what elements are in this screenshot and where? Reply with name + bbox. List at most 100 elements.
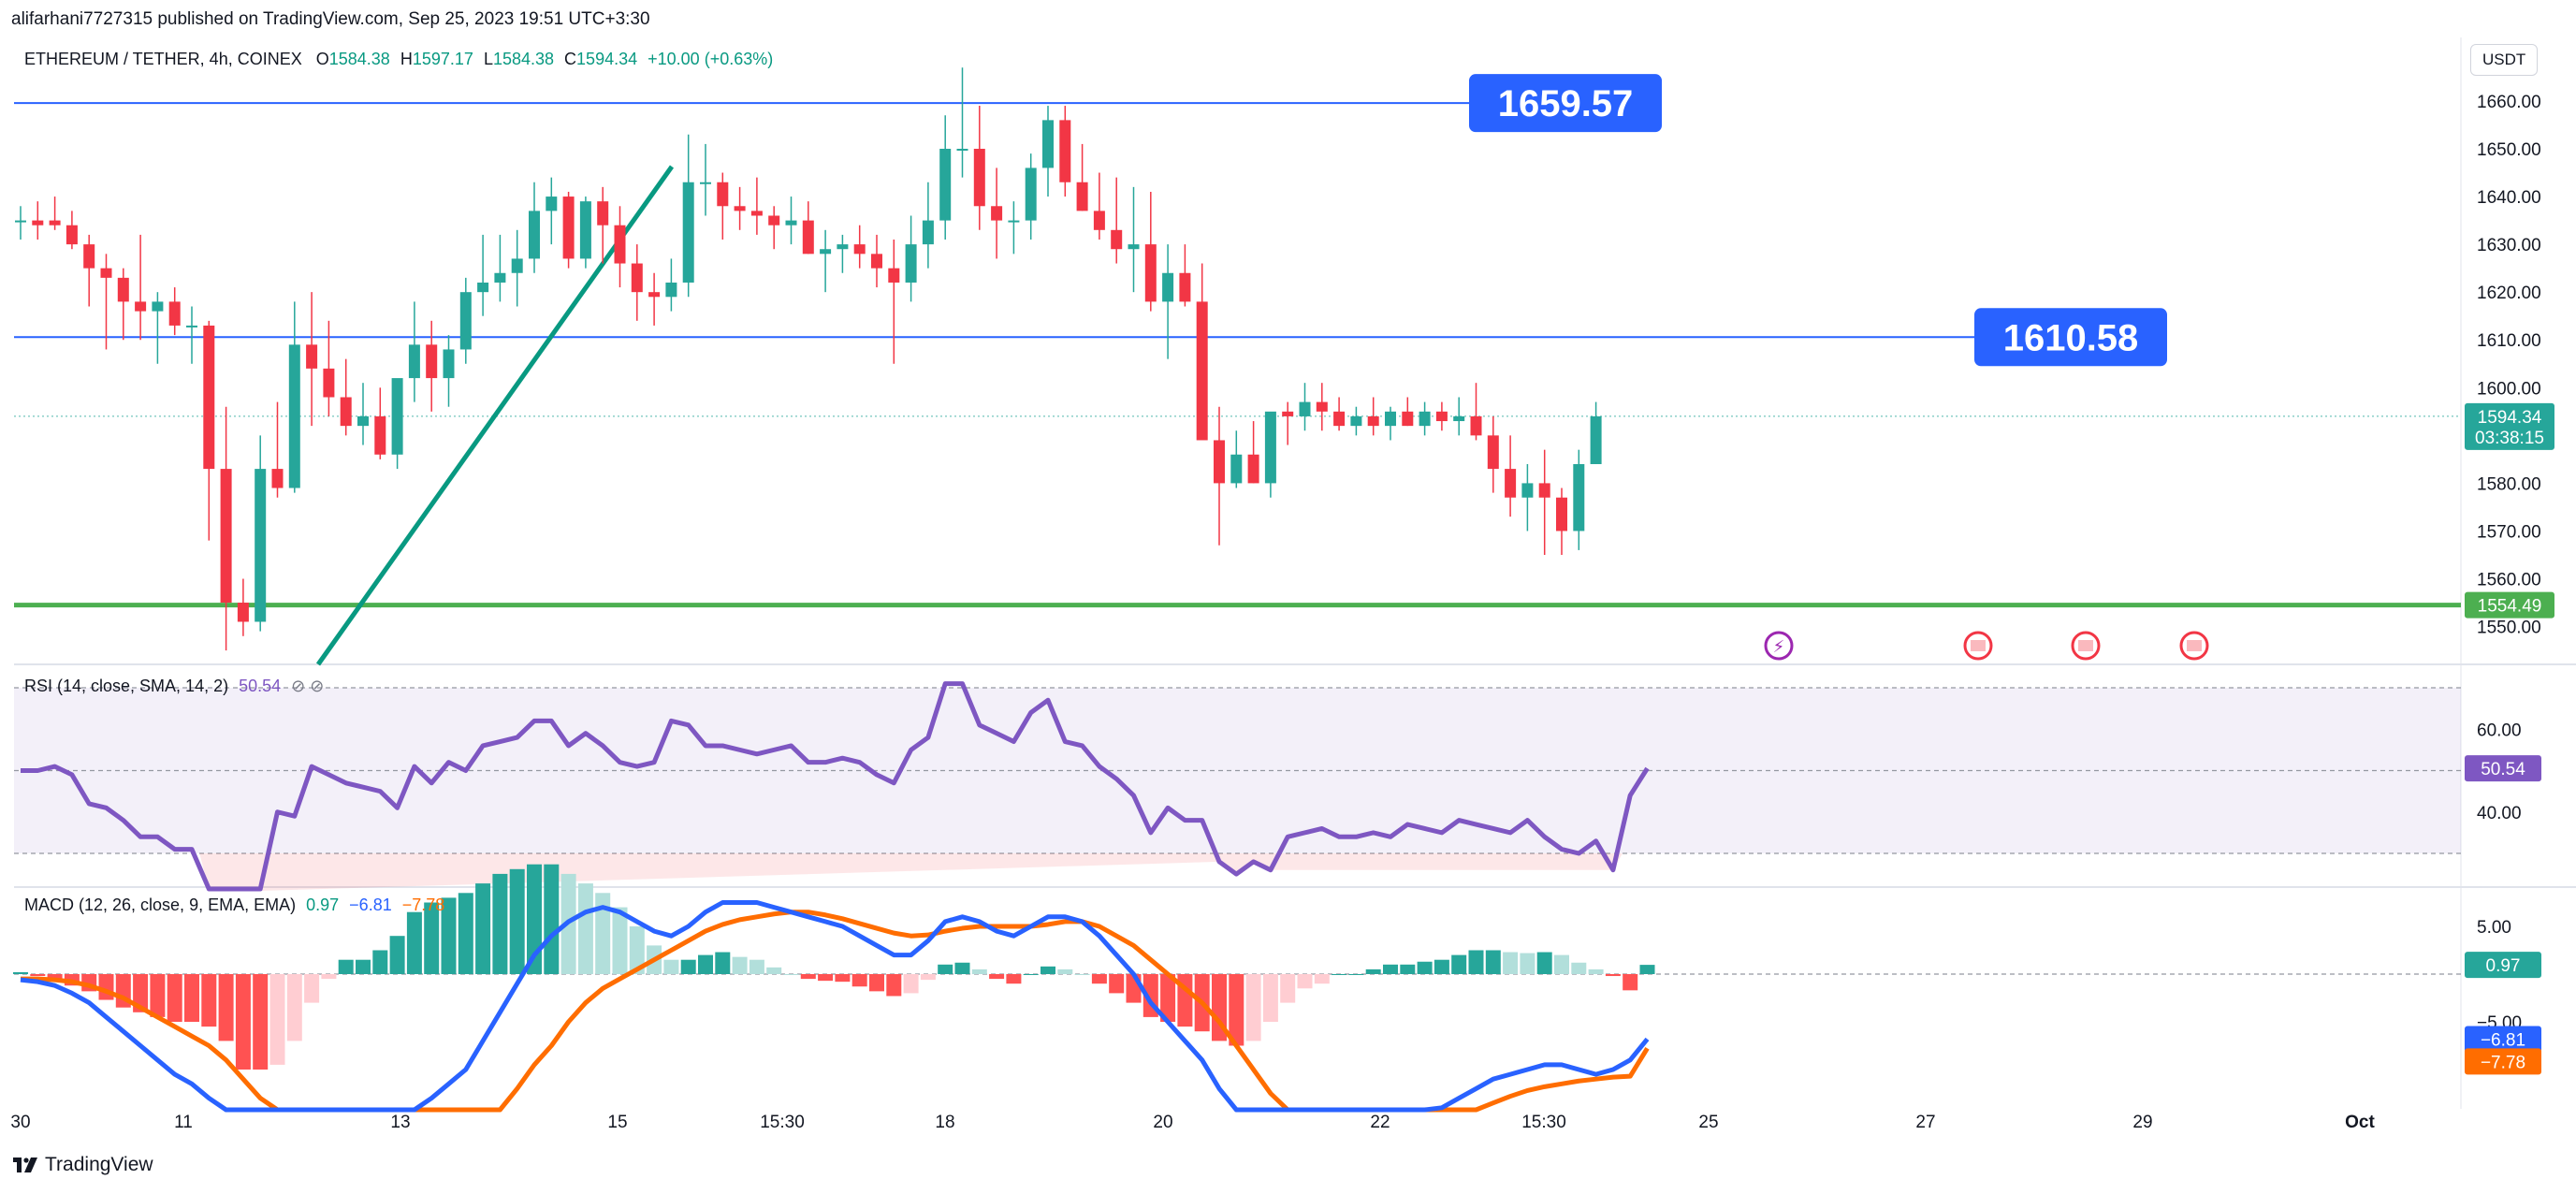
candle <box>1367 397 1379 436</box>
candle-body <box>1076 182 1088 211</box>
candle-body <box>1538 483 1550 498</box>
macd-hist-bar <box>458 893 473 974</box>
ohlc-close-label: C <box>564 50 577 68</box>
candle <box>922 182 934 269</box>
candle <box>837 234 849 273</box>
candle <box>203 320 215 541</box>
candle-body <box>1128 244 1140 250</box>
ohlc-low-label: L <box>483 50 493 68</box>
macd-hist-bar <box>1520 953 1535 974</box>
candle-body <box>717 182 729 207</box>
candle <box>973 106 985 230</box>
candle <box>665 258 677 312</box>
candle <box>374 387 386 459</box>
candle <box>1128 186 1140 293</box>
candle-body <box>1419 411 1431 427</box>
candle-body <box>1402 411 1414 427</box>
rsi-last-text: 50.54 <box>2481 760 2525 779</box>
candle <box>700 143 711 216</box>
macd-hist-bar <box>629 926 645 974</box>
ohlc-low-value: 1584.38 <box>492 50 555 68</box>
candle <box>1247 421 1259 484</box>
candle <box>1470 383 1482 441</box>
candle <box>15 206 26 240</box>
candle <box>1435 401 1448 431</box>
price-tick-label: 1620.00 <box>2477 284 2541 303</box>
candle-body <box>203 325 215 470</box>
candle <box>991 167 1003 259</box>
candle <box>408 301 420 402</box>
candle <box>717 172 729 240</box>
candle-body <box>1470 415 1482 436</box>
price-tick-label: 1610.00 <box>2477 331 2541 351</box>
candle <box>820 229 832 293</box>
macd-hist-bar <box>749 959 764 974</box>
currency-button[interactable]: USDT <box>2470 44 2539 76</box>
candle-body <box>1179 272 1191 302</box>
macd-hist-bar <box>1503 952 1519 974</box>
candle-body <box>1316 401 1328 412</box>
ohlc-open-value: 1584.38 <box>328 50 390 68</box>
candle-body <box>939 149 952 221</box>
macd-hist-bar <box>1074 974 1090 975</box>
price-tick-label: 1660.00 <box>2477 93 2541 112</box>
tradingview-logo[interactable]: TradingView <box>13 1154 153 1176</box>
candle-body <box>237 603 249 622</box>
macd-hist-bar <box>989 974 1005 980</box>
candle <box>443 335 455 407</box>
macd-hist-bar <box>800 974 816 980</box>
time-tick-label: 22 <box>1370 1113 1390 1132</box>
candle-body <box>1556 497 1567 531</box>
candle-body <box>323 368 335 398</box>
macd-signal-badge-text: −6.81 <box>2481 1030 2525 1050</box>
candle <box>477 234 489 316</box>
macd-hist-bar <box>1623 974 1638 991</box>
macd-legend: MACD (12, 26, close, 9, EMA, EMA) 0.97 −… <box>24 896 444 915</box>
candle-body <box>477 282 489 293</box>
candle-body <box>1162 272 1174 302</box>
macd-hist-bar <box>1023 974 1039 975</box>
macd-hist-bar <box>1262 974 1278 1022</box>
support-price-badge-text: 1554.49 <box>2478 597 2542 617</box>
candle-body <box>820 249 832 255</box>
macd-hist-bar <box>715 952 731 974</box>
rsi-oversold-fill <box>199 853 1623 891</box>
macd-hist-bar <box>851 974 867 987</box>
macd-hist-bar <box>1109 974 1125 994</box>
candle-body <box>1453 415 1465 422</box>
macd-legend-name: MACD (12, 26, close, 9, EMA, EMA) <box>24 896 297 914</box>
candle <box>1505 435 1517 517</box>
price-tick-label: 1550.00 <box>2477 619 2541 638</box>
candle <box>1264 411 1276 498</box>
candle-body <box>1059 120 1071 182</box>
candle <box>939 115 952 240</box>
macd-hist-bar <box>509 868 525 974</box>
candle-body <box>511 258 523 273</box>
price-tick-label: 1580.00 <box>2477 474 2541 494</box>
candle <box>186 306 197 364</box>
candle-body <box>1111 229 1123 250</box>
macd-hist-bar <box>1485 950 1501 974</box>
macd-hist-bar <box>954 962 970 974</box>
candle <box>1299 383 1311 431</box>
candle-body <box>785 220 797 226</box>
candle-body <box>853 244 866 255</box>
candle-body <box>871 254 882 269</box>
macd-hist-bar <box>47 974 63 981</box>
candle-body <box>32 220 44 226</box>
price-tick-label: 1640.00 <box>2477 188 2541 208</box>
macd-hist-bar <box>1434 959 1449 974</box>
eye-off-icon-2[interactable]: ⊘ <box>310 677 325 695</box>
macd-hist-bar <box>1314 974 1330 984</box>
candle <box>83 234 95 307</box>
time-tick-label: 27 <box>1915 1113 1935 1132</box>
candle <box>117 268 129 341</box>
candle-body <box>991 206 1003 221</box>
macd-hist-bar <box>783 974 799 975</box>
macd-hist-bar <box>286 974 302 1041</box>
candle-body <box>357 415 369 427</box>
eye-off-icon[interactable]: ⊘ <box>291 677 306 695</box>
price-legend: ETHEREUM / TETHER, 4h, COINEX O1584.38 H… <box>24 50 773 69</box>
rsi-line <box>21 681 1650 892</box>
